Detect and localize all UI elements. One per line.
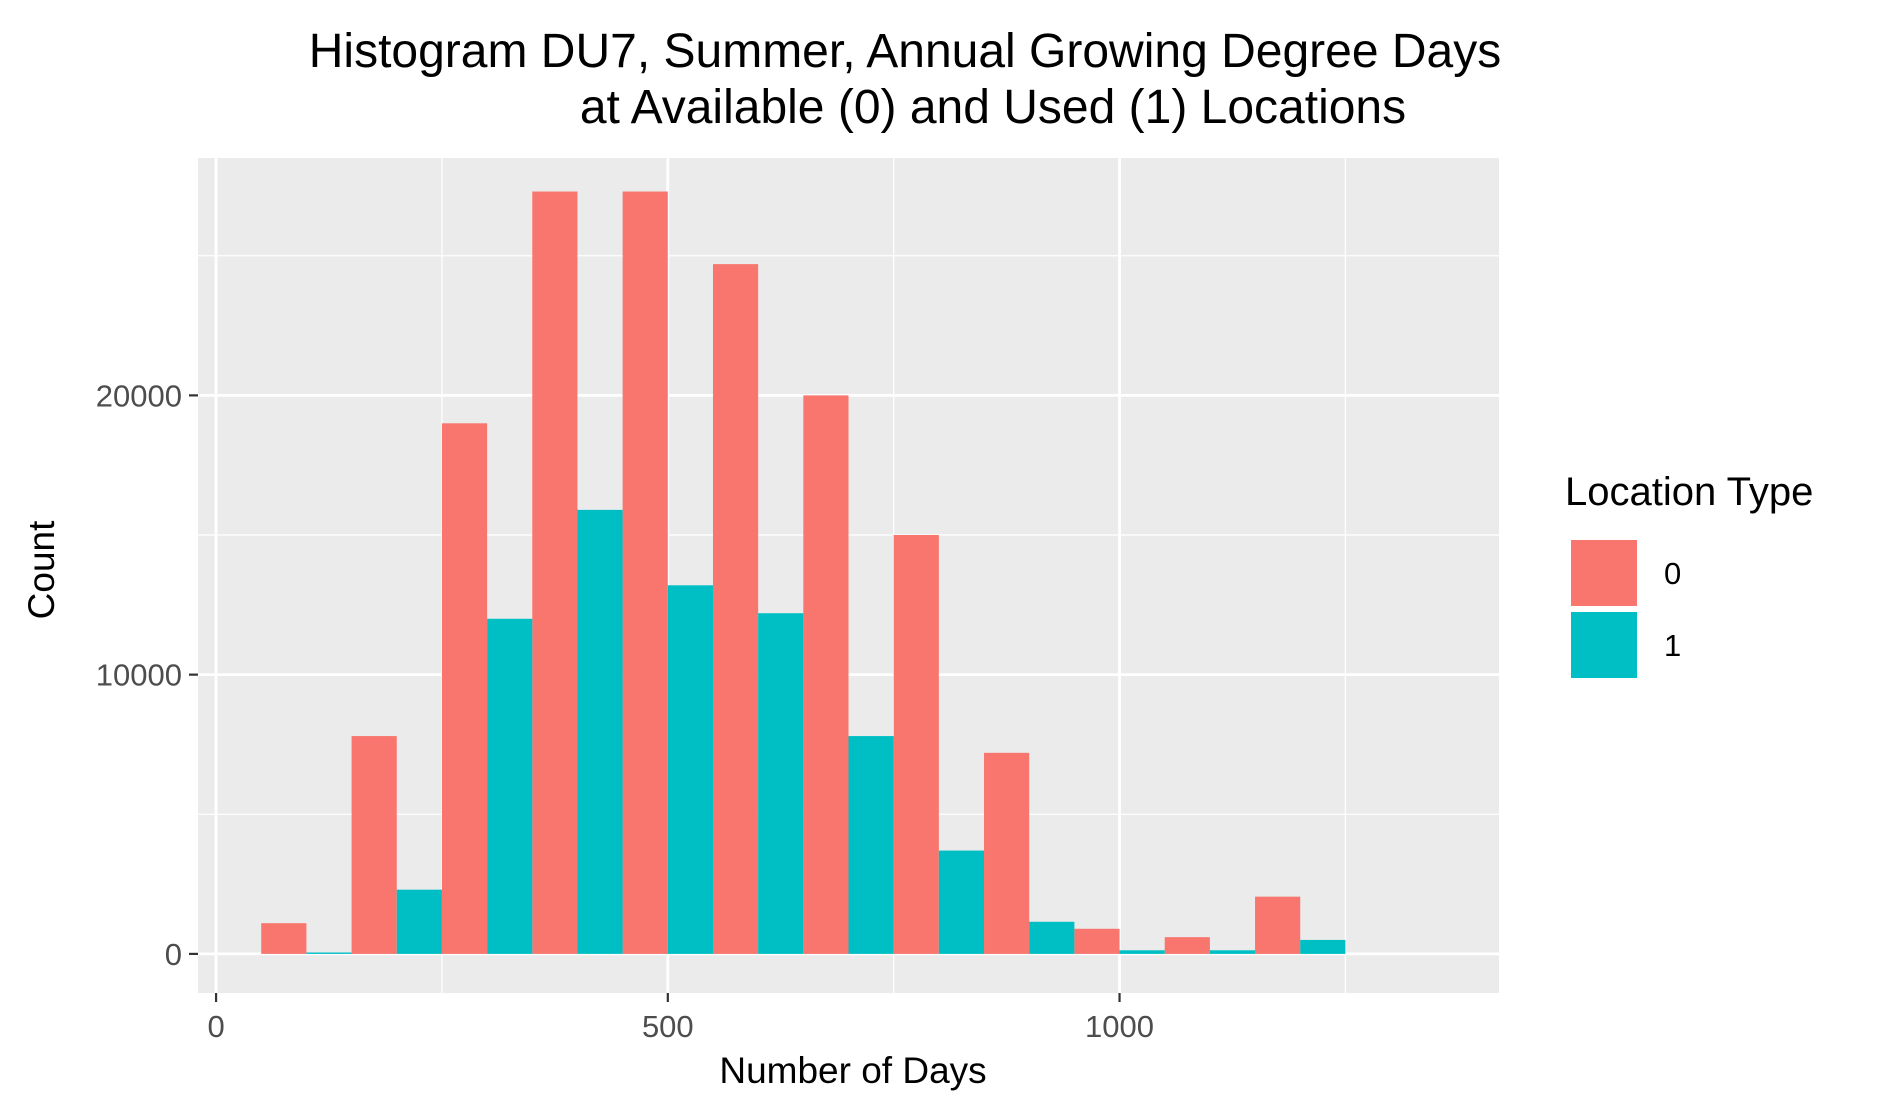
legend-key-1 <box>1571 612 1637 678</box>
legend-key-0 <box>1571 540 1637 606</box>
bar-series-0 <box>532 191 578 954</box>
y-tick-label: 0 <box>165 937 182 972</box>
chart-title-line-1: Histogram DU7, Summer, Annual Growing De… <box>309 25 1501 78</box>
bar-series-0 <box>351 736 397 954</box>
bar-series-0 <box>803 395 849 954</box>
x-tick-label: 0 <box>207 1009 224 1044</box>
bar-series-1 <box>577 509 623 954</box>
bar-series-0 <box>261 923 307 954</box>
x-tick-label: 500 <box>642 1009 694 1044</box>
y-tick-label: 10000 <box>96 658 182 693</box>
bar-series-1 <box>1300 939 1346 954</box>
bar-series-0 <box>712 264 759 954</box>
legend-title: Location Type <box>1565 470 1813 514</box>
bars <box>261 191 1346 954</box>
bar-series-1 <box>848 736 894 954</box>
bar-series-1 <box>1209 950 1256 954</box>
y-tick-label: 20000 <box>96 378 182 413</box>
bar-series-1 <box>938 850 985 954</box>
legend: Location Type 0 1 <box>1565 470 1813 678</box>
x-axis-title: Number of Days <box>719 1050 986 1091</box>
x-tick-label: 1000 <box>1085 1009 1154 1044</box>
legend-label-0: 0 <box>1664 556 1681 591</box>
bar-series-0 <box>1164 937 1210 954</box>
bar-series-1 <box>758 613 804 954</box>
bar-series-0 <box>1255 896 1301 954</box>
bar-series-0 <box>984 752 1030 954</box>
bar-series-1 <box>487 618 533 954</box>
bar-series-1 <box>1029 921 1075 954</box>
bar-series-0 <box>622 191 668 954</box>
bar-series-1 <box>1119 950 1165 954</box>
y-axis-title: Count <box>21 520 62 619</box>
bar-series-0 <box>893 535 939 954</box>
chart-title-line-2: at Available (0) and Used (1) Locations <box>580 81 1406 134</box>
bar-series-1 <box>667 585 713 954</box>
bar-series-0 <box>441 423 488 954</box>
bar-series-0 <box>1074 928 1120 954</box>
bar-series-1 <box>306 952 352 954</box>
bar-series-1 <box>396 889 442 954</box>
legend-label-1: 1 <box>1664 628 1681 663</box>
